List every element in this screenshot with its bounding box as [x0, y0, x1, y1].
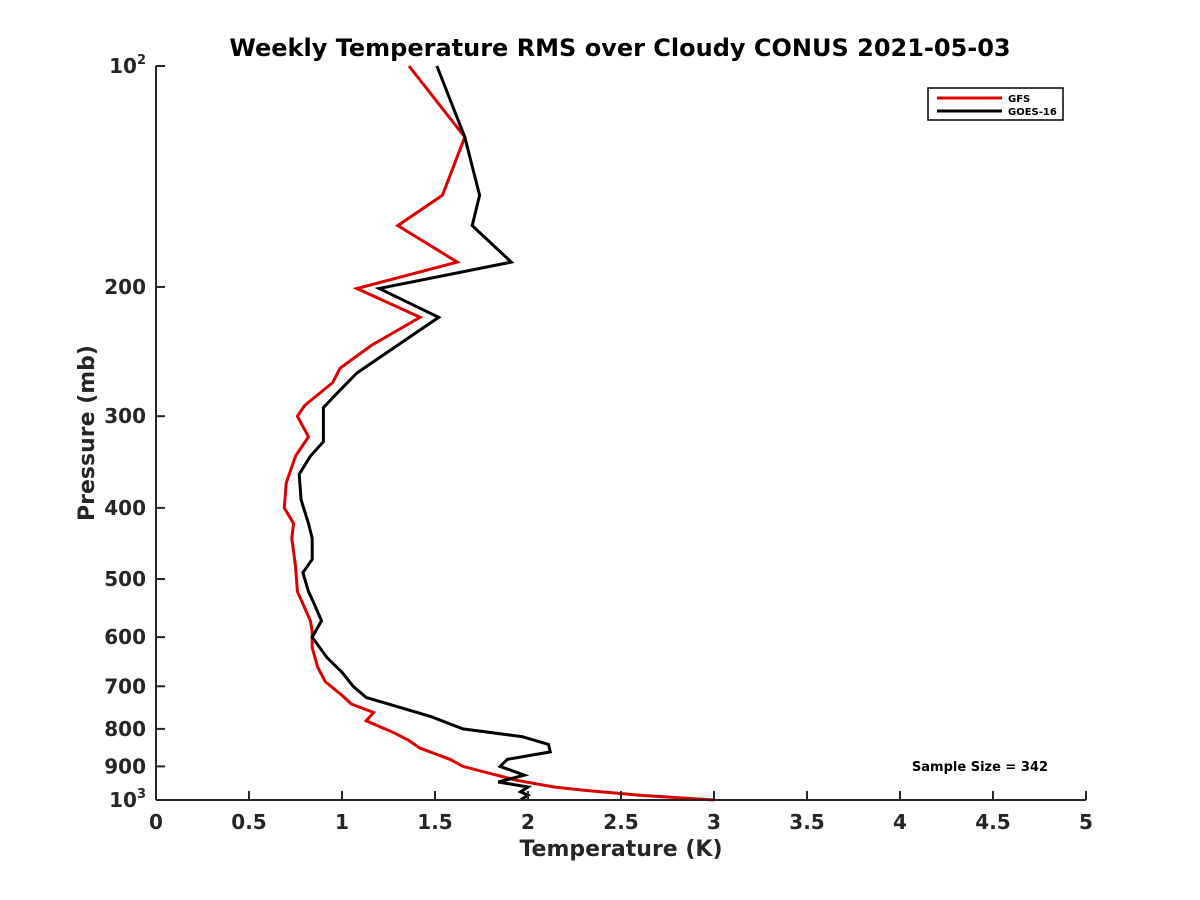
x-tick-label: 4 [893, 810, 907, 834]
legend-label-gfs: GFS [1008, 94, 1030, 105]
legend-label-goes-16: GOES-16 [1008, 107, 1057, 118]
y-tick-label: 102 [109, 53, 146, 78]
y-tick-label: 200 [104, 275, 146, 299]
y-tick-label: 700 [104, 674, 146, 698]
x-tick-label: 1.5 [417, 810, 452, 834]
x-axis-label: Temperature (K) [519, 837, 722, 862]
y-tick-label: 400 [104, 496, 146, 520]
y-tick-exponent: 3 [137, 787, 146, 802]
legend-items: GFS GOES-16 [937, 94, 1057, 118]
series-layer [282, 65, 715, 802]
series-line-goes-16 [297, 65, 553, 802]
x-tick-label: 3 [707, 810, 721, 834]
y-tick-label: 500 [104, 567, 146, 591]
x-tick-label: 2 [521, 810, 535, 834]
x-tick-label: 3.5 [789, 810, 824, 834]
y-tick-label: 300 [104, 404, 146, 428]
sample-size-annotation: Sample Size = 342 [912, 760, 1048, 775]
x-tick-label: 2.5 [603, 810, 638, 834]
y-tick-exponent: 2 [137, 53, 146, 68]
y-tick-label: 900 [104, 754, 146, 778]
chart-title: Weekly Temperature RMS over Cloudy CONUS… [229, 34, 1010, 62]
y-tick-label: 800 [104, 717, 146, 741]
x-tick-label: 4.5 [975, 810, 1010, 834]
y-tick-base: 10 [109, 788, 137, 812]
x-tick-label: 1 [335, 810, 349, 834]
x-tick-label: 0.5 [231, 810, 266, 834]
x-tick-label: 0 [149, 810, 163, 834]
legend: GFS GOES-16 [927, 87, 1064, 121]
x-tick-label: 5 [1079, 810, 1093, 834]
legend-box [927, 87, 1064, 121]
y-axis-label: Pressure (mb) [75, 345, 100, 521]
plot-area: 0 0.5 1 1.5 2 2.5 3 3.5 4 4.5 5 102200300400500600… [104, 53, 1093, 834]
y-tick-base: 10 [109, 54, 137, 78]
y-tick-label: 103 [109, 787, 146, 812]
y-tick-label: 600 [104, 625, 146, 649]
series-line-gfs [282, 65, 715, 802]
x-ticks: 0 0.5 1 1.5 2 2.5 3 3.5 4 4.5 5 [149, 791, 1093, 834]
